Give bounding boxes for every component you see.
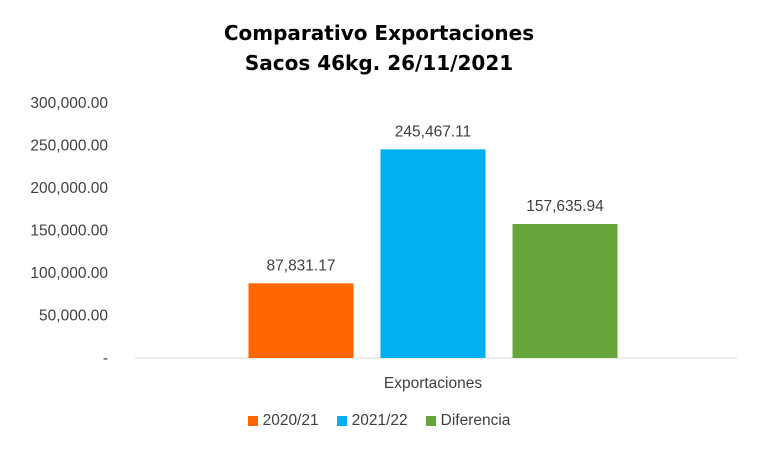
legend-item: 2021/22 <box>336 412 408 430</box>
y-tick-label: 300,000.00 <box>30 95 108 112</box>
legend-swatch <box>425 416 436 426</box>
y-tick-label: 200,000.00 <box>30 180 108 197</box>
legend-item: Diferencia <box>425 412 511 430</box>
legend-item: 2020/21 <box>247 412 319 430</box>
y-axis-ticks: - 50,000.00 100,000.00 150,000.00 200,000.00… <box>30 95 108 367</box>
data-label: 245,467.11 <box>395 123 471 140</box>
legend-label: 2020/21 <box>262 412 319 429</box>
data-label: 157,635.94 <box>526 198 604 215</box>
y-tick-label: 100,000.00 <box>30 265 108 282</box>
legend: 2020/21 2021/22 Diferencia <box>0 412 758 430</box>
bars-group <box>248 149 618 358</box>
bar-2021-22 <box>380 149 486 358</box>
y-tick-label: 150,000.00 <box>30 223 108 240</box>
data-label: 87,831.17 <box>267 257 336 274</box>
legend-label: Diferencia <box>440 412 511 429</box>
y-tick-label: 50,000.00 <box>39 308 108 325</box>
legend-swatch <box>247 416 258 426</box>
bar-2020-21 <box>248 283 354 358</box>
y-tick-label: - <box>103 350 108 367</box>
chart-subtitle: Sacos 46kg. 26/11/2021 <box>244 51 514 75</box>
data-labels-group: 87,831.17 245,467.11 157,635.94 <box>267 123 605 274</box>
x-category-label: Exportaciones <box>384 375 482 392</box>
legend-label: 2021/22 <box>351 412 408 429</box>
chart-title-block: Comparativo Exportaciones Sacos 46kg. 26… <box>0 18 758 78</box>
bar-diferencia <box>512 224 618 358</box>
legend-swatch <box>336 416 347 426</box>
y-tick-label: 250,000.00 <box>30 138 108 155</box>
chart-title: Comparativo Exportaciones <box>223 21 535 45</box>
